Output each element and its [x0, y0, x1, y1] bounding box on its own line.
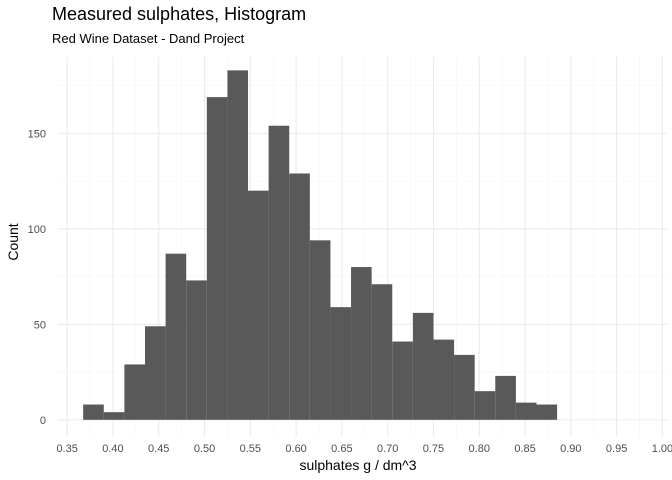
histogram-bars — [83, 70, 558, 420]
histogram-bar — [536, 404, 558, 420]
y-axis-title: Count — [5, 223, 21, 260]
y-tick-label: 150 — [28, 128, 46, 140]
x-tick-label: 0.95 — [606, 443, 627, 455]
y-tick-label: 100 — [28, 224, 46, 236]
histogram-bar — [248, 190, 269, 420]
histogram-bar — [454, 354, 475, 420]
x-axis-ticks: 0.35 0.40 0.45 0.50 0.55 0.60 0.65 0.70 0.75 0.80… — [56, 443, 672, 455]
histogram-bar — [268, 125, 290, 420]
x-axis-title: sulphates g / dm^3 — [299, 457, 416, 473]
histogram-bar — [515, 402, 537, 420]
histogram-bar — [412, 312, 434, 420]
histogram-bar — [495, 375, 516, 420]
histogram-bar — [124, 364, 145, 420]
x-tick-label: 0.55 — [240, 443, 261, 455]
histogram-bar — [227, 70, 249, 420]
y-axis-ticks: 0 50 100 150 — [28, 128, 46, 426]
histogram-bar — [145, 326, 166, 420]
x-tick-label: 0.70 — [377, 443, 398, 455]
y-tick-label: 0 — [40, 415, 46, 427]
x-tick-label: 0.50 — [194, 443, 215, 455]
chart-subtitle: Red Wine Dataset - Dand Project — [52, 31, 245, 46]
histogram-bar — [392, 341, 413, 420]
x-tick-label: 0.45 — [148, 443, 169, 455]
x-tick-label: 0.90 — [560, 443, 581, 455]
chart-title: Measured sulphates, Histogram — [52, 4, 307, 24]
histogram-bar — [330, 307, 352, 420]
histogram-bar — [371, 284, 393, 420]
x-tick-label: 1.00 — [652, 443, 672, 455]
histogram-bar — [351, 267, 372, 420]
histogram-bar — [206, 97, 228, 420]
x-tick-label: 0.60 — [285, 443, 306, 455]
histogram-bar — [433, 339, 455, 420]
histogram-bar — [103, 412, 125, 420]
x-tick-label: 0.80 — [469, 443, 490, 455]
histogram-bar — [309, 240, 331, 420]
x-tick-label: 0.75 — [423, 443, 444, 455]
x-tick-label: 0.35 — [56, 443, 77, 455]
x-tick-label: 0.65 — [331, 443, 352, 455]
x-tick-label: 0.85 — [514, 443, 535, 455]
histogram-bar — [474, 391, 496, 420]
x-tick-label: 0.40 — [102, 443, 123, 455]
histogram-bar — [186, 280, 207, 420]
histogram-bar — [83, 404, 104, 420]
y-tick-label: 50 — [34, 319, 46, 331]
histogram-bar — [289, 173, 310, 420]
histogram-bar — [165, 253, 187, 420]
